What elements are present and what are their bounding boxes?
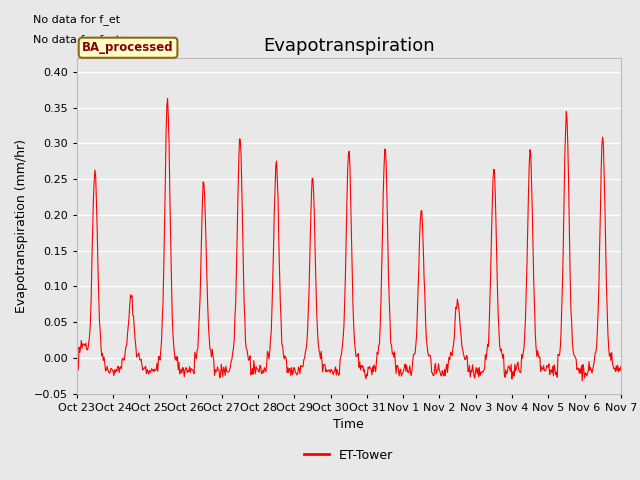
Text: No data for f_et: No data for f_et [33, 14, 120, 25]
ET-Tower [195, 330, 202, 336]
Y-axis label: Evapotranspiration (mm/hr): Evapotranspiration (mm/hr) [15, 139, 28, 312]
ET-Tower [617, 364, 625, 370]
Line: ET-Tower: ET-Tower [77, 98, 621, 381]
ET-Tower [223, 369, 231, 375]
Text: No data for f_etc: No data for f_etc [33, 34, 127, 45]
Title: Evapotranspiration: Evapotranspiration [263, 36, 435, 55]
ET-Tower [431, 361, 439, 367]
ET-Tower [579, 378, 586, 384]
ET-Tower [139, 367, 147, 372]
ET-Tower [83, 347, 90, 352]
ET-Tower [416, 237, 424, 242]
ET-Tower [73, 364, 81, 370]
ET-Tower [164, 96, 172, 101]
Legend: ET-Tower: ET-Tower [299, 444, 399, 467]
Text: BA_processed: BA_processed [82, 41, 174, 54]
X-axis label: Time: Time [333, 418, 364, 431]
